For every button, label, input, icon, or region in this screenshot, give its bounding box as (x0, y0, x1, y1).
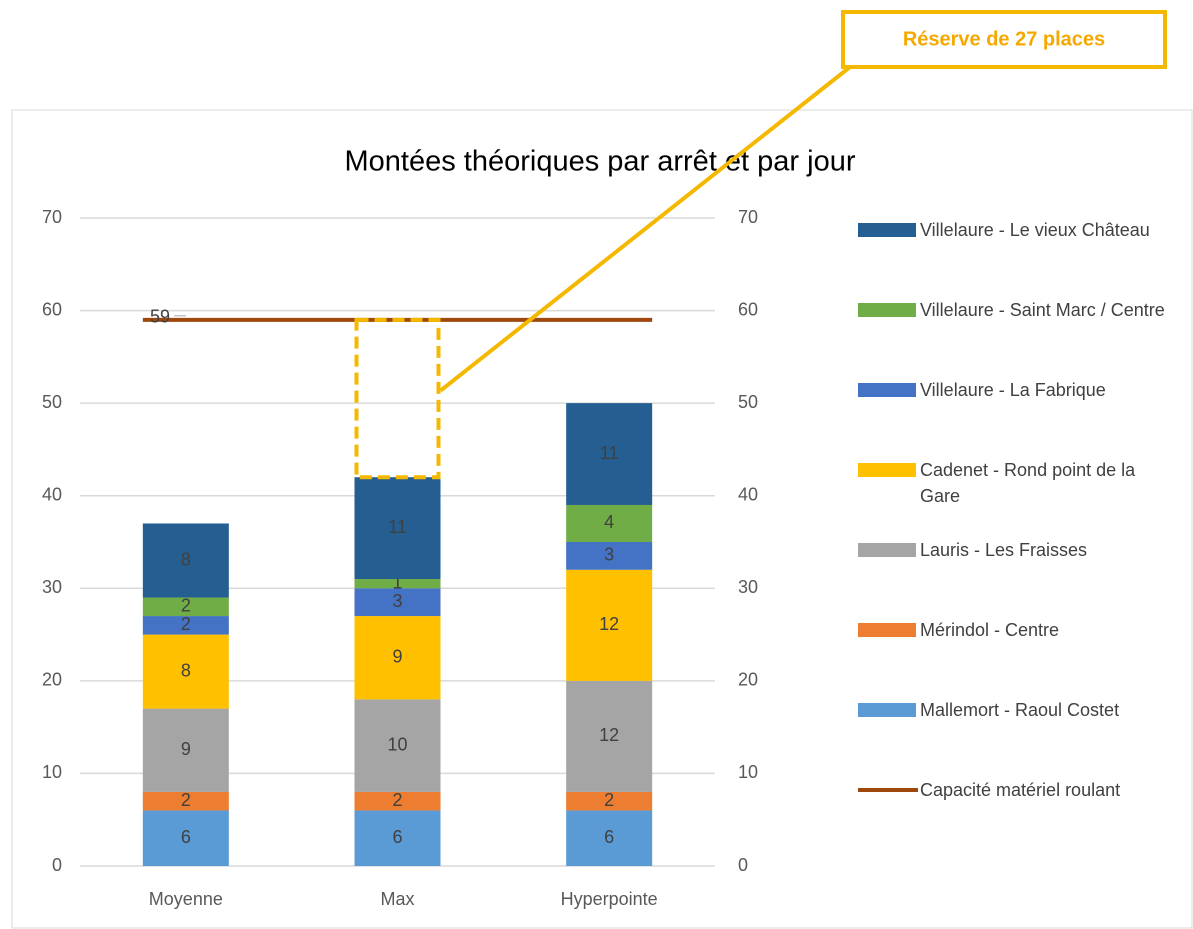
chart-title: Montées théoriques par arrêt et par jour (345, 146, 856, 178)
y-tick-label: 40 (42, 484, 62, 504)
data-label: 12 (599, 725, 619, 745)
legend-swatch (858, 303, 916, 317)
data-label: 2 (392, 790, 402, 810)
y2-tick-label: 0 (738, 855, 748, 875)
annotation: Réserve de 27 places (903, 28, 1105, 50)
y-tick-label: 50 (42, 392, 62, 412)
data-label: 59 (150, 307, 170, 327)
bar-segment (566, 810, 653, 866)
legend-swatch (858, 463, 916, 477)
y2-tick-label: 40 (738, 484, 758, 504)
data-label: 8 (181, 660, 191, 680)
y-tick-label: 10 (42, 762, 62, 782)
bar-segment (566, 569, 653, 681)
x-tick-label: Max (380, 889, 414, 909)
bar-segment (142, 523, 229, 598)
data-label: 2 (181, 614, 191, 634)
legend-label: Mérindol - Centre (920, 620, 1060, 640)
y-tick-label: 20 (42, 670, 62, 690)
bar-segment (354, 588, 441, 617)
data-label: 12 (599, 614, 619, 634)
y2-tick-label: 60 (738, 299, 758, 319)
data-label: 9 (181, 739, 191, 759)
y2-tick-label: 20 (738, 670, 758, 690)
bar-segment (566, 542, 653, 570)
bar-segment (354, 616, 441, 700)
legend-swatch (858, 623, 916, 637)
bar-segment (354, 791, 441, 811)
bar-segment (142, 708, 229, 792)
legend-label: Villelaure - La Fabrique (920, 380, 1106, 400)
legend-label: Villelaure - Le vieux Château (920, 220, 1150, 240)
bar-segment (142, 597, 229, 617)
bar-segment (354, 579, 441, 589)
reserve-outline (354, 317, 441, 480)
legend-label: Mallemort - Raoul Costet (920, 700, 1120, 720)
y-tick-label: 30 (42, 577, 62, 597)
data-label: 11 (600, 443, 619, 463)
y-tick-label: 60 (42, 299, 62, 319)
data-label: 3 (604, 545, 614, 565)
x-tick-label: Moyenne (149, 889, 223, 909)
legend-swatch (858, 703, 916, 717)
data-label: 11 (388, 517, 407, 537)
data-label: 4 (604, 512, 614, 532)
y-tick-label: 0 (52, 855, 62, 875)
legend-swatch (858, 543, 916, 557)
bar-segment (354, 699, 441, 792)
bar-segment (566, 680, 653, 792)
bar-segment (566, 504, 653, 542)
y2-tick-label: 70 (738, 207, 758, 227)
bar-segment (142, 616, 229, 635)
bar-segment (566, 403, 653, 505)
data-label: 2 (604, 790, 614, 810)
bar-segment (142, 810, 229, 866)
data-label: 1 (392, 572, 402, 592)
data-label: 2 (181, 596, 191, 616)
data-label: 2 (181, 790, 191, 810)
bar-segment (354, 477, 441, 580)
bar-segment (142, 634, 229, 709)
data-label: 3 (392, 591, 402, 611)
annotation-box (841, 10, 1167, 69)
y2-tick-label: 50 (738, 392, 758, 412)
data-label: 9 (392, 646, 402, 666)
legend-swatch (858, 383, 916, 397)
bar-segment (142, 791, 229, 811)
bar-segment (354, 810, 441, 866)
data-label: 6 (392, 827, 402, 847)
legend-label: Capacité matériel roulant (920, 780, 1121, 800)
y2-tick-label: 10 (738, 762, 758, 782)
data-label: 6 (181, 827, 191, 847)
annotation-leader (439, 65, 852, 393)
x-tick-label: Hyperpointe (561, 889, 658, 909)
legend-label: Cadenet - Rond point de la Gare (920, 460, 1136, 506)
bar-segment (566, 791, 653, 811)
data-label: 6 (604, 827, 614, 847)
data-label: 10 (387, 734, 407, 754)
data-label: 8 (181, 549, 191, 569)
legend-label: Lauris - Les Fraisses (920, 540, 1088, 560)
legend-swatch (858, 223, 916, 237)
y-tick-label: 70 (42, 207, 62, 227)
y2-tick-label: 30 (738, 577, 758, 597)
legend-label: Villelaure - Saint Marc / Centre (920, 300, 1165, 320)
